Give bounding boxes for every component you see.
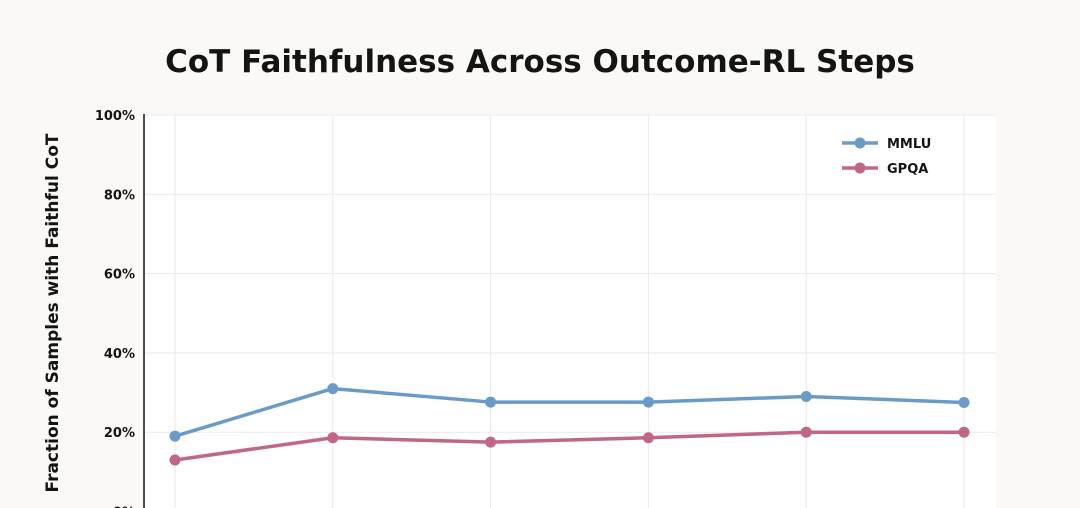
data-point-gpqa xyxy=(327,432,339,444)
legend-item-mmlu: MMLU xyxy=(842,137,931,152)
series-line-mmlu xyxy=(174,386,965,438)
y-tick-label: 100% xyxy=(95,109,135,124)
data-point-mmlu xyxy=(169,430,181,442)
data-point-mmlu xyxy=(642,396,654,408)
y-tick-label: 20% xyxy=(104,426,135,441)
y-tick-labels: 0% 20% 40% 60% 80% 100% xyxy=(95,109,135,508)
data-point-mmlu xyxy=(800,391,812,403)
data-point-gpqa xyxy=(958,426,970,438)
chart-title: CoT Faithfulness Across Outcome-RL Steps xyxy=(165,44,915,80)
y-tick-label: 80% xyxy=(104,188,135,203)
data-point-gpqa xyxy=(485,436,497,448)
legend-item-gpqa: GPQA xyxy=(842,162,928,177)
data-point-mmlu xyxy=(327,383,339,395)
series-gpqa xyxy=(169,426,970,466)
y-tick-label: 0% xyxy=(113,506,135,508)
series-line-gpqa xyxy=(174,430,964,462)
y-tick-label: 60% xyxy=(104,268,135,283)
legend-swatch-marker-mmlu xyxy=(854,137,866,149)
data-point-gpqa xyxy=(800,426,812,438)
y-axis-label: Fraction of Samples with Faithful CoT xyxy=(43,133,63,492)
series-mmlu xyxy=(169,383,970,442)
legend: MMLU GPQA xyxy=(842,137,931,177)
series xyxy=(169,383,970,466)
legend-swatch-marker-gpqa xyxy=(854,162,866,174)
legend-label-gpqa: GPQA xyxy=(887,162,928,177)
y-tick-label: 40% xyxy=(104,347,135,362)
data-point-mmlu xyxy=(485,396,497,408)
data-point-mmlu xyxy=(958,396,970,408)
plot-area xyxy=(144,114,996,508)
data-point-gpqa xyxy=(169,454,181,466)
legend-label-mmlu: MMLU xyxy=(887,137,931,152)
data-point-gpqa xyxy=(642,432,654,444)
